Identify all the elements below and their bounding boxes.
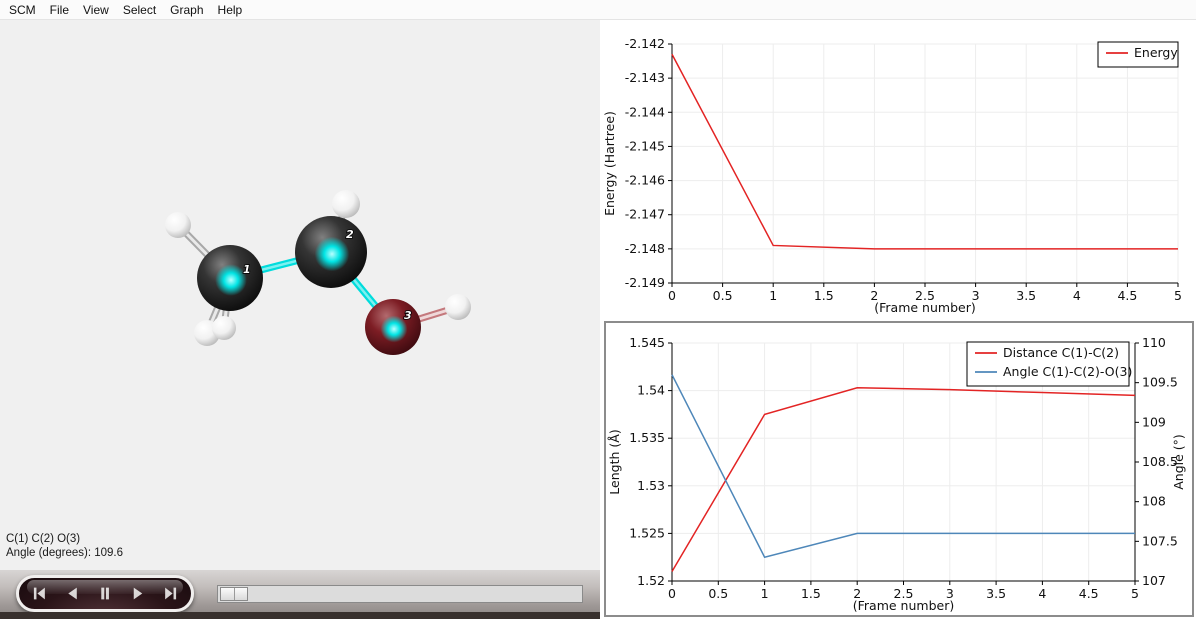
pause-icon [101,587,109,600]
legend [966,341,1130,387]
svg-text:-2.145: -2.145 [625,138,665,153]
energy-chart: 0 0.5 1 1.5 2 2.5 3 3.5 4 4.5 5 -2.142 -2.143 -2.144 -… [602,36,1182,315]
svg-text:0: 0 [668,586,676,601]
svg-text:-2.149: -2.149 [625,275,665,290]
atom-h-3[interactable] [212,316,236,340]
svg-text:0.5: 0.5 [713,288,733,303]
window-bottom-strip [0,612,600,619]
energy-line [671,53,1178,250]
atom-selection-glow [380,315,408,343]
svg-text:1: 1 [761,586,769,601]
menu-bar: SCM File View Select Graph Help [0,0,1196,20]
svg-text:4.5: 4.5 [1117,288,1137,303]
legend-label-distance-c-1-c-2: Distance C(1)-C(2) [1003,345,1119,360]
svg-text:-2.146: -2.146 [625,173,665,188]
svg-text:4.5: 4.5 [1079,586,1099,601]
selection-atoms-text: C(1) C(2) O(3) [6,533,81,545]
svg-text:1.545: 1.545 [629,335,665,350]
play-button[interactable] [125,581,151,607]
atom-label-1: 1 [243,263,251,276]
legend-label-energy: Energy [1134,45,1178,60]
svg-text:5: 5 [1131,586,1139,601]
svg-text:107.5: 107.5 [1142,533,1178,548]
legend [1097,41,1179,68]
y-axis-label: Length (Å) [607,429,622,494]
svg-text:1.525: 1.525 [629,525,665,540]
player-controls [16,575,194,612]
x-axis-label: (Frame number) [874,300,975,315]
frame-slider-thumb[interactable] [220,587,248,601]
step-back-icon [68,587,77,600]
svg-text:3: 3 [946,586,954,601]
svg-text:3.5: 3.5 [1016,288,1036,303]
atom-selection-glow [314,236,350,272]
selection-angle-text: Angle (degrees): 109.6 [6,547,123,559]
menu-help[interactable]: Help [217,2,243,17]
atom-h-5[interactable] [445,294,471,320]
energy-chart-panel: 0 0.5 1 1.5 2 2.5 3 3.5 4 4.5 5 -2.142 -2.143 -2.144 -… [600,20,1196,320]
skip-to-start-button[interactable] [26,581,52,607]
step-backward-button[interactable] [59,581,85,607]
svg-text:2: 2 [870,288,878,303]
skip-start-icon [33,587,45,600]
skip-end-icon [165,587,177,600]
svg-text:108.5: 108.5 [1142,454,1178,469]
svg-text:-2.144: -2.144 [625,104,665,119]
y-axis-label: Energy (Hartree) [602,111,617,216]
menu-file[interactable]: File [49,2,70,17]
geometry-chart: 0 0.5 1 1.5 2 2.5 3 3.5 4 4.5 51.521.5251.531.5351… [607,335,1186,613]
x-axis-label: (Frame number) [853,598,954,613]
skip-to-end-button[interactable] [158,581,184,607]
svg-text:1.54: 1.54 [637,383,665,398]
atom-selection-glow [215,264,247,296]
distance-c-1-c-2-line [671,386,1136,572]
svg-text:1.52: 1.52 [637,573,665,588]
svg-text:1.5: 1.5 [814,288,834,303]
svg-text:110: 110 [1142,335,1166,350]
svg-text:-2.142: -2.142 [625,36,665,51]
svg-text:1: 1 [769,288,777,303]
svg-text:3.5: 3.5 [986,586,1006,601]
svg-text:4: 4 [1073,288,1081,303]
geometry-chart-panel: 0 0.5 1 1.5 2 2.5 3 3.5 4 4.5 5 1.52 1.525 1.53 1.535 1… [604,321,1194,617]
atom-label-2: 2 [346,228,354,241]
selection-status: C(1) C(2) O(3) Angle (degrees): 109.6 [6,532,123,560]
svg-text:109: 109 [1142,414,1166,429]
svg-text:-2.147: -2.147 [625,207,665,222]
menu-select[interactable]: Select [122,2,157,17]
frame-slider[interactable] [217,585,583,603]
menu-graph[interactable]: Graph [170,2,204,17]
svg-text:2.5: 2.5 [915,288,935,303]
svg-text:2: 2 [853,586,861,601]
svg-text:4: 4 [1038,586,1046,601]
svg-text:3: 3 [972,288,980,303]
atom-label-3: 3 [404,309,412,322]
player-bar [0,570,600,619]
menu-scm[interactable]: SCM [9,2,36,17]
svg-text:1.5: 1.5 [801,586,821,601]
legend-label-angle-c-1-c-2-o-3: Angle C(1)-C(2)-O(3) [1003,364,1132,379]
svg-text:2.5: 2.5 [894,586,914,601]
pause-button[interactable] [92,581,118,607]
atom-h-4[interactable] [332,190,360,218]
svg-text:1.535: 1.535 [629,430,665,445]
svg-text:109.5: 109.5 [1142,375,1178,390]
y2-axis-label: Angle (°) [1171,434,1186,490]
svg-text:0.5: 0.5 [708,586,728,601]
svg-text:5: 5 [1174,288,1182,303]
svg-text:-2.143: -2.143 [625,70,665,85]
play-icon [133,587,143,600]
angle-c-1-c-2-o-3-line [671,374,1135,559]
molecule-canvas[interactable]: 1 2 3 [0,20,600,570]
svg-text:107: 107 [1142,573,1166,588]
atom-h-1[interactable] [165,212,191,238]
svg-text:108: 108 [1142,494,1166,509]
menu-view[interactable]: View [83,2,109,17]
svg-text:-2.148: -2.148 [625,241,665,256]
svg-text:1.53: 1.53 [637,478,665,493]
molecule-viewer[interactable]: 1 2 3 C(1) C(2) O(3) Angle (degrees): 109.… [0,20,600,570]
svg-text:0: 0 [668,288,676,303]
